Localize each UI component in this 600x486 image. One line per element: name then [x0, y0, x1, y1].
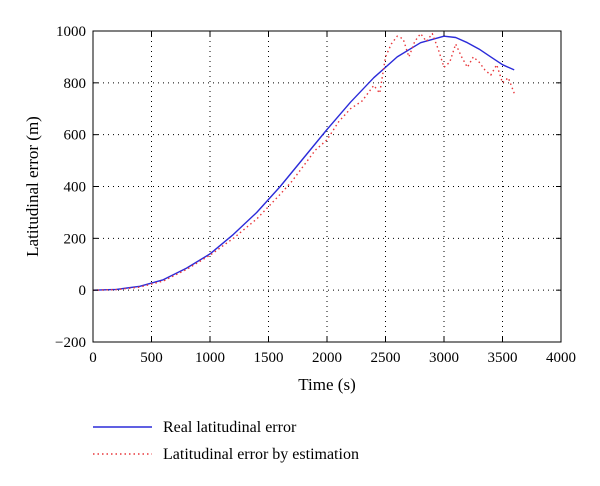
x-tick-label: 0	[89, 350, 97, 366]
x-axis-label: Time (s)	[298, 375, 355, 394]
y-tick-label: 600	[64, 128, 87, 144]
y-tick-label: −200	[55, 335, 86, 351]
series-line-estimation	[92, 32, 515, 291]
x-tick-label: 1000	[195, 350, 225, 366]
y-tick-label: 800	[64, 76, 87, 92]
legend-label-estimation: Latitudinal error by estimation	[163, 446, 359, 463]
x-tick-label: 3500	[488, 350, 518, 366]
axis-ticks: 0 500 1000 1500 2000 2500 3000 3500 4000−2000200…	[55, 24, 576, 366]
x-tick-label: 1500	[254, 350, 284, 366]
x-tick-label: 500	[140, 350, 163, 366]
x-tick-label: 2500	[371, 350, 401, 366]
x-tick-label: 3000	[429, 350, 459, 366]
y-tick-label: 200	[64, 231, 87, 247]
grid-lines	[93, 31, 561, 342]
legend: Real latitudinal error Latitudinal error…	[93, 419, 359, 463]
y-axis-label: Latitudinal error (m)	[23, 116, 42, 257]
y-tick-label: 0	[79, 283, 87, 299]
legend-label-real: Real latitudinal error	[163, 419, 297, 436]
y-tick-label: 1000	[56, 24, 86, 40]
x-tick-label: 2000	[312, 350, 342, 366]
series-lines	[92, 32, 515, 291]
y-tick-label: 400	[64, 180, 87, 196]
series-line-real	[92, 35, 515, 291]
x-tick-label: 4000	[546, 350, 576, 366]
